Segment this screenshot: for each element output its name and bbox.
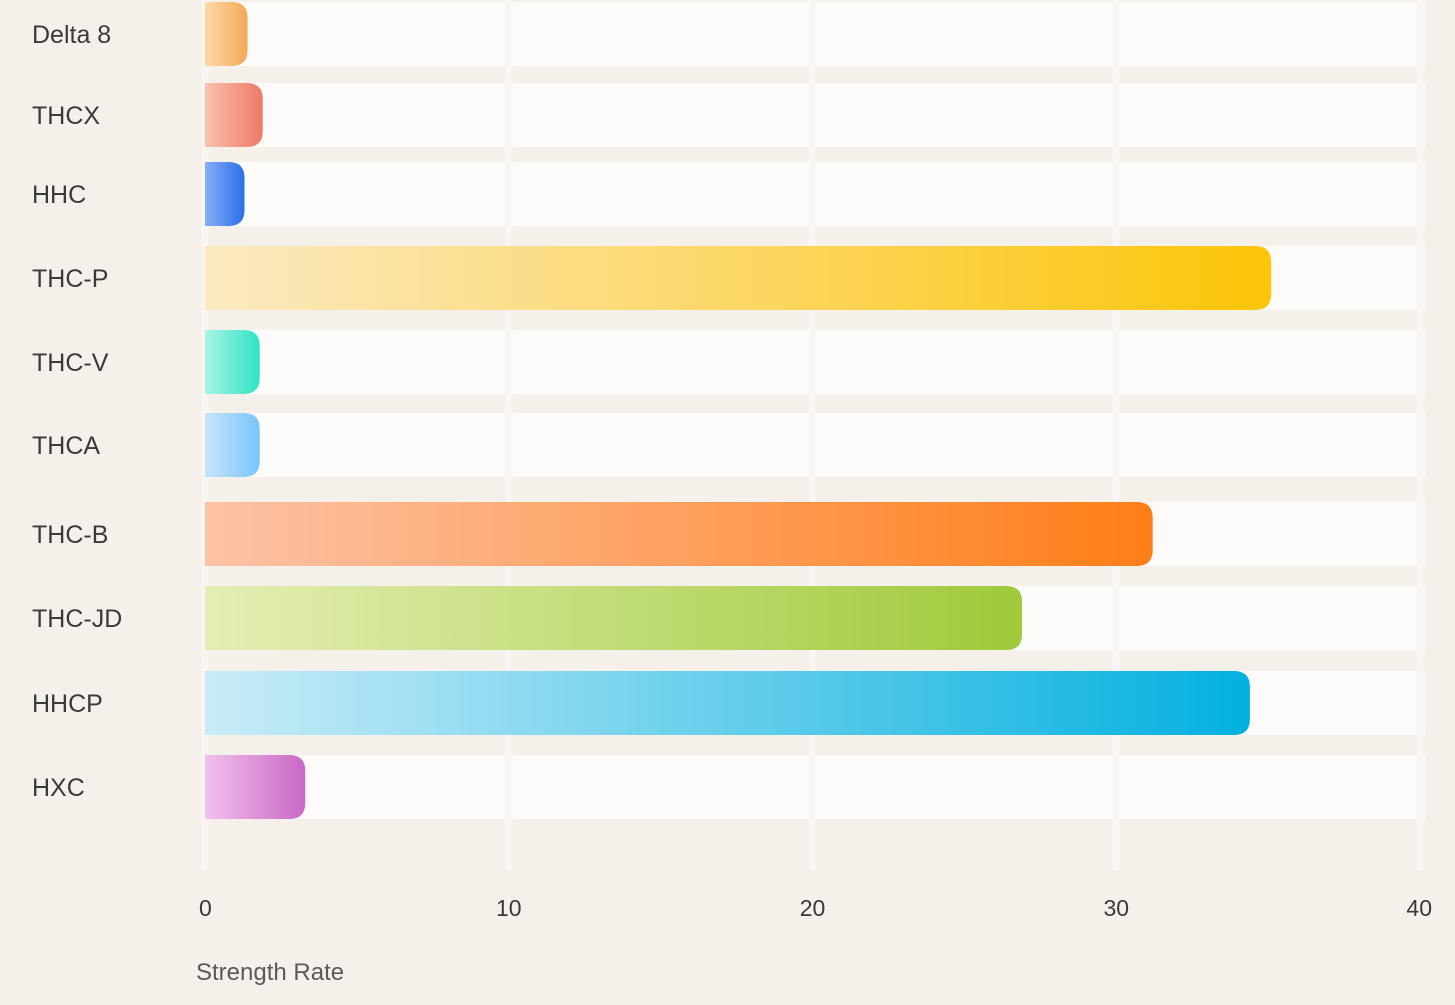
category-label: THC-P	[32, 265, 108, 293]
bar-hhc	[205, 162, 245, 226]
x-tick-label: 30	[1103, 895, 1129, 921]
category-label: THCA	[32, 432, 100, 460]
category-label: HHCP	[32, 690, 103, 718]
category-label: THCX	[32, 102, 100, 130]
bar-thc-v	[205, 330, 260, 394]
x-tick-label: 10	[496, 895, 522, 921]
x-tick-label: 0	[199, 895, 212, 921]
bar-delta-8	[205, 2, 248, 66]
bar-thcx	[205, 83, 263, 147]
bar-hxc	[205, 755, 306, 819]
x-axis-label: Strength Rate	[196, 959, 344, 986]
category-label: THC-B	[32, 521, 108, 549]
category-label: THC-JD	[32, 605, 122, 633]
category-label: Delta 8	[32, 21, 111, 49]
bar-thc-b	[205, 502, 1153, 566]
bar-thca	[205, 413, 260, 477]
x-tick-labels: 0 10 20 30 40	[199, 895, 1432, 921]
category-label: HXC	[32, 774, 85, 802]
category-label: HHC	[32, 181, 86, 209]
bar-thc-p	[205, 246, 1272, 310]
bar-thc-jd	[205, 586, 1023, 650]
x-tick-label: 40	[1406, 895, 1432, 921]
x-tick-label: 20	[800, 895, 826, 921]
bar-hhcp	[205, 671, 1250, 735]
category-label: THC-V	[32, 349, 109, 377]
bars	[205, 2, 1272, 819]
category-labels: Delta 8 THCX HHC THC-P THC-V THCA THC-B THC-JD H…	[32, 21, 122, 802]
